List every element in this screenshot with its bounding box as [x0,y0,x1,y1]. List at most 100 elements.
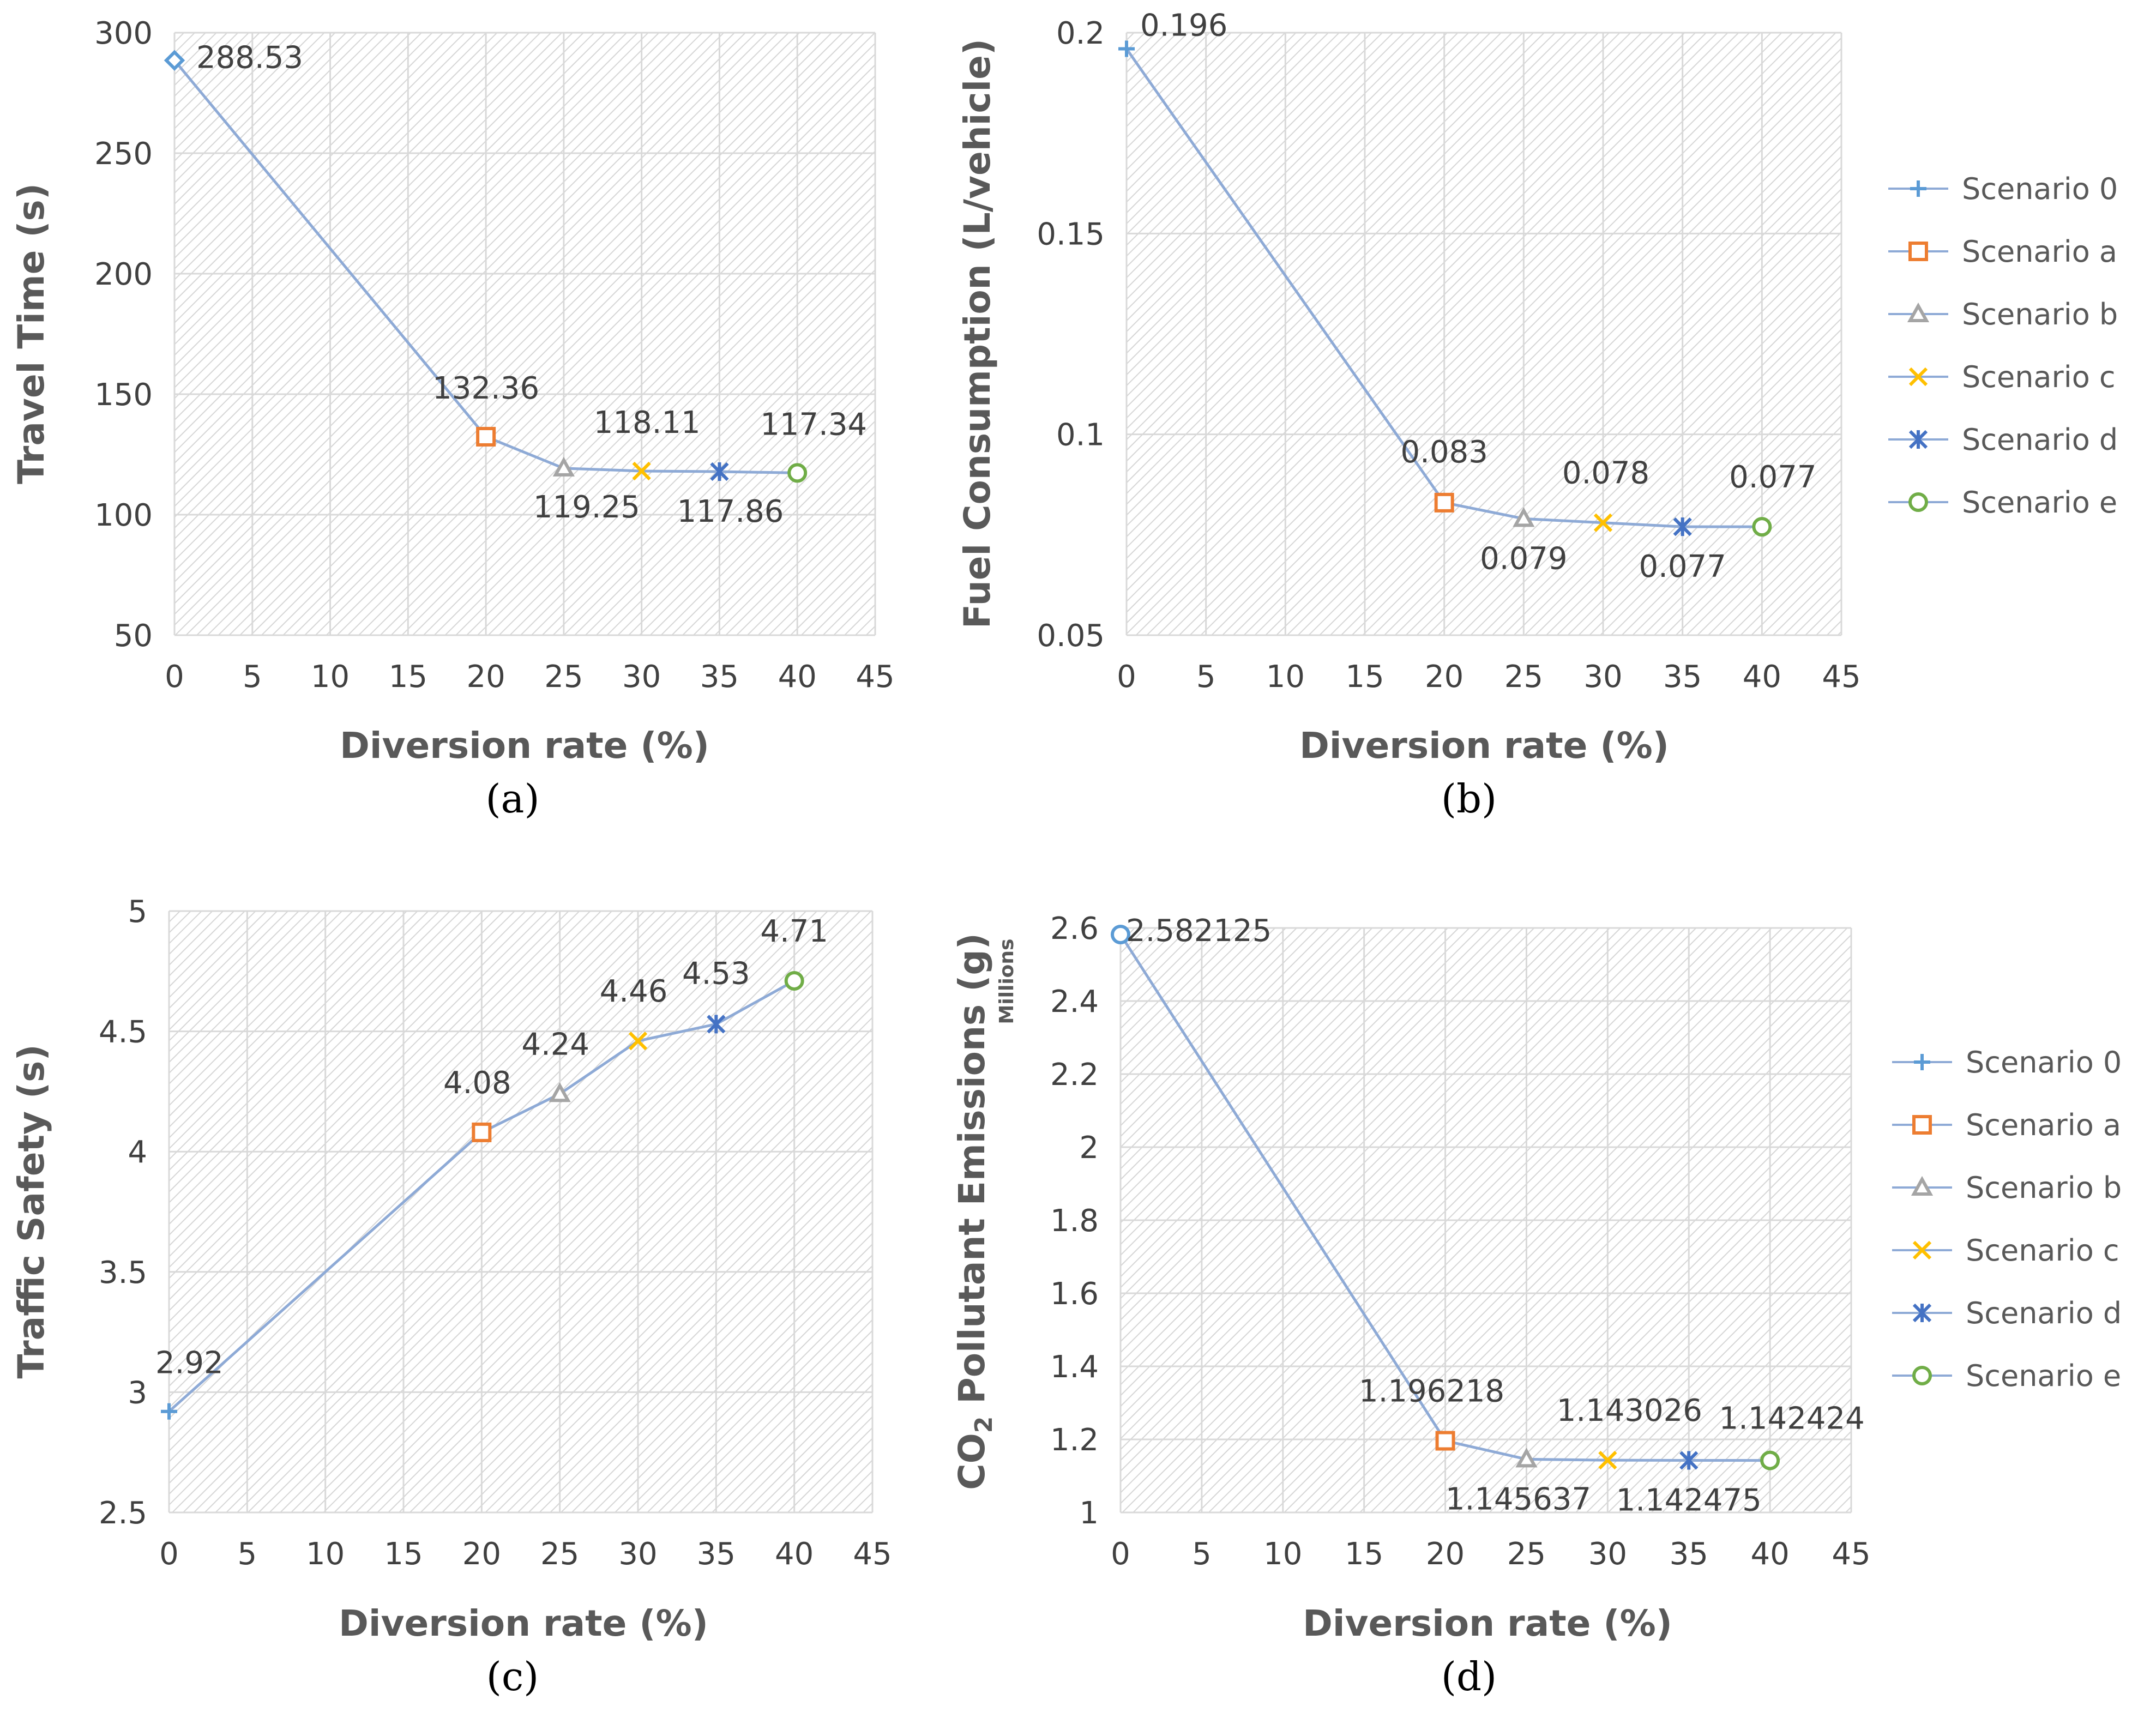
chart-b-point-scenario-0 [1118,40,1135,57]
legend-label: Scenario a [1962,234,2117,269]
chart-d-x-tick-label: 30 [1588,1536,1627,1572]
legend-label: Scenario c [1966,1233,2119,1268]
chart-a-point-scenario-0 [164,50,185,71]
chart-c-point-scenario-a [472,1122,492,1142]
chart-d-data-label: 2.582125 [1126,913,1272,949]
legend-marker-icon [1912,1366,1932,1385]
chart-d-legend-item: Scenario 0 [1892,1045,2122,1080]
chart-d-y-axis-title: CO2 Pollutant Emissions (g) [951,933,998,1490]
chart-b-y-tick-label: 0.05 [1037,618,1105,654]
chart-d-y-tick-label: 2.2 [1050,1057,1099,1093]
chart-a-point-scenario-a [476,426,496,447]
legend-marker-icon [1912,1240,1932,1260]
chart-b-data-label: 0.077 [1729,460,1816,495]
chart-d-x-tick-label: 25 [1507,1536,1546,1572]
legend-marker-icon [1908,242,1928,261]
chart-a-x-tick-label: 40 [778,659,817,695]
chart-b-x-tick-label: 15 [1345,659,1384,695]
chart-d-caption: (d) [1441,1654,1497,1699]
chart-b-point-scenario-b [1513,507,1535,527]
legend-label: Scenario 0 [1962,172,2118,206]
chart-c-y-tick-label: 3.5 [99,1255,147,1291]
chart-c-x-tick-label: 15 [384,1536,423,1572]
chart-d-x-axis-title: Diversion rate (%) [1303,1602,1672,1644]
chart-c-data-label: 4.71 [760,914,828,949]
chart-a-y-tick-label: 300 [94,16,153,51]
chart-d-data-label: 1.145637 [1446,1481,1591,1517]
chart-d-x-tick-label: 15 [1345,1536,1383,1572]
chart-a-data-label: 117.34 [760,407,867,442]
chart-c-data-label: 4.24 [521,1027,589,1062]
chart-a-y-tick-label: 200 [94,257,153,292]
chart-d-y-tick-label: 2.4 [1050,984,1099,1020]
chart-d-y-tick-label: 1.4 [1050,1349,1099,1385]
chart-d-y-tick-label: 1 [1079,1496,1099,1531]
chart-a-x-tick-label: 30 [622,659,661,695]
chart-d-data-label: 1.196218 [1359,1374,1504,1409]
chart-a-plot-area [174,33,875,635]
chart-d-point-scenario-0 [1111,924,1130,944]
chart-d-series-line [1119,933,1770,1462]
chart-b-data-label: 0.083 [1401,435,1488,470]
panel-d-co2-emissions: 0 5 10 15 20 25 30 35 40 45 1 1.2 1.4 1.6 1.8 2 2.2 2.4 2.… [951,911,2122,1699]
chart-c-point-scenario-b [549,1082,571,1102]
chart-c-x-tick-label: 0 [159,1536,179,1572]
chart-b-legend-item: Scenario c [1888,360,2116,394]
legend-marker-icon [1908,430,1928,449]
chart-a-x-axis-title: Diversion rate (%) [340,725,709,767]
legend-label: Scenario e [1962,485,2117,520]
chart-b-y-tick-label: 0.15 [1037,216,1105,252]
panel-b-fuel-consumption: 0 5 10 15 20 25 30 35 40 45 0.05 0.1 0.15 0.2 0.196 0.0… [956,8,2118,822]
legend-marker-icon [1914,1054,1930,1070]
chart-c-y-tick-label: 4.5 [99,1015,147,1050]
chart-b-legend: Scenario 0 Scenario a Scenario b Scenario c… [1888,172,2118,520]
chart-c-y-tick-label: 4 [128,1135,147,1170]
chart-b-caption: (b) [1441,776,1497,822]
legend-label: Scenario d [1962,423,2118,457]
chart-a-x-tick-label: 5 [243,659,262,695]
chart-b-y-tick-label: 0.2 [1056,16,1105,51]
chart-a-point-scenario-b [552,456,575,477]
legend-marker-icon [1910,180,1926,197]
chart-c-x-axis-title: Diversion rate (%) [339,1602,708,1644]
legend-label: Scenario e [1966,1359,2121,1393]
chart-b-point-scenario-e [1752,517,1772,537]
chart-a-point-scenario-e [787,463,808,483]
legend-label: Scenario b [1962,297,2118,331]
legend-label: Scenario d [1966,1296,2122,1330]
chart-d-legend-item: Scenario d [1892,1296,2122,1330]
chart-a-x-tick-label: 10 [311,659,350,695]
legend-label: Scenario 0 [1966,1045,2122,1080]
chart-b-x-tick-label: 45 [1822,659,1860,695]
chart-c-data-label: 2.92 [155,1346,224,1381]
chart-a-x-tick-label: 35 [700,659,739,695]
legend-marker-icon [1911,1176,1934,1196]
chart-a-data-label: 119.25 [533,490,640,525]
chart-d-legend-item: Scenario c [1892,1233,2119,1268]
chart-c-data-label: 4.53 [682,956,750,991]
chart-b-series-line [1125,48,1762,528]
chart-b-x-tick-label: 20 [1425,659,1464,695]
chart-a-x-tick-label: 45 [856,659,894,695]
chart-a-x-tick-label: 20 [466,659,505,695]
chart-d-data-label: 1.142424 [1719,1401,1865,1437]
chart-b-y-axis-title: Fuel Consumption (L/vehicle) [956,39,998,629]
chart-d-point-scenario-b [1515,1448,1538,1468]
chart-d-x-tick-label: 35 [1670,1536,1708,1572]
chart-b-x-tick-label: 5 [1196,659,1216,695]
chart-d-y-tick-label: 1.8 [1050,1203,1099,1239]
chart-d-x-tick-label: 40 [1750,1536,1789,1572]
chart-c-y-tick-label: 3 [128,1375,147,1410]
chart-d-legend: Scenario 0 Scenario a Scenario b Scenario c… [1892,1045,2122,1393]
chart-b-data-label: 0.077 [1639,549,1726,584]
chart-a-data-label: 288.53 [196,40,303,76]
chart-d-point-scenario-e [1760,1450,1780,1470]
chart-d-y-tick-label: 1.6 [1050,1276,1099,1312]
chart-c-point-scenario-0 [161,1403,177,1420]
chart-c-x-tick-label: 40 [775,1536,814,1572]
chart-b-x-tick-label: 40 [1743,659,1781,695]
chart-a-data-label: 132.36 [432,371,539,406]
chart-a-series-line [173,59,798,474]
chart-b-point-scenario-c [1593,513,1613,532]
